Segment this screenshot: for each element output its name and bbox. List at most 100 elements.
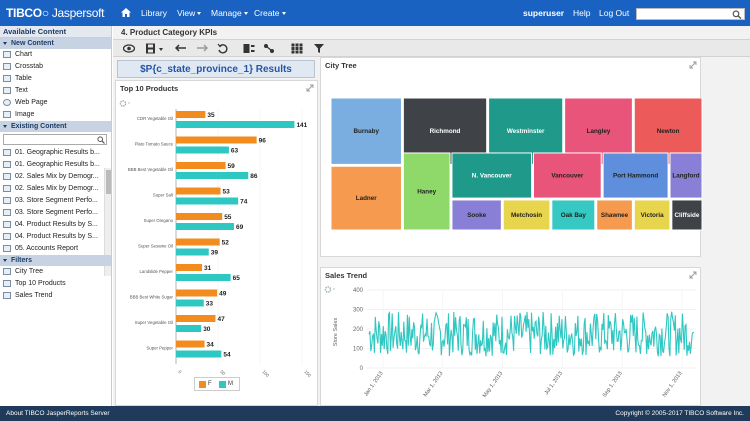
filter-icon[interactable] bbox=[313, 43, 325, 54]
expand-icon[interactable] bbox=[306, 84, 314, 92]
globe-icon bbox=[3, 98, 11, 106]
y-axis-label: Store Sales bbox=[333, 318, 339, 347]
existing-content-section-header[interactable]: Existing Content bbox=[0, 121, 111, 132]
data-label: 31 bbox=[204, 265, 212, 272]
data-label: 52 bbox=[222, 240, 230, 247]
logout-link[interactable]: Log Out bbox=[599, 8, 630, 18]
treemap-label: Westminster bbox=[507, 128, 545, 135]
nav-view[interactable]: View bbox=[177, 8, 202, 18]
nav-manage[interactable]: Manage bbox=[211, 8, 248, 18]
bar bbox=[176, 223, 234, 230]
save-icon[interactable] bbox=[145, 43, 157, 54]
bar bbox=[176, 264, 203, 271]
item-label: Sales Trend bbox=[15, 292, 53, 299]
report-icon bbox=[3, 220, 11, 228]
data-label: 65 bbox=[233, 275, 241, 282]
filter-sales-trend[interactable]: Sales Trend bbox=[0, 290, 111, 302]
undo-icon[interactable] bbox=[175, 43, 187, 54]
panel-title: City Tree bbox=[325, 61, 357, 70]
data-label: 33 bbox=[206, 301, 214, 308]
new-content-web-page[interactable]: Web Page bbox=[0, 97, 111, 109]
category-label: Super Vegetable Oil bbox=[135, 320, 173, 325]
list-item[interactable]: 05. Accounts Report bbox=[0, 243, 104, 255]
item-label: 01. Geographic Results b... bbox=[15, 149, 100, 156]
preview-eye-icon[interactable] bbox=[123, 43, 135, 54]
grid-icon[interactable] bbox=[291, 43, 303, 54]
city-tree-panel[interactable]: City Tree Burnaby Richmond Westminster Lang… bbox=[320, 57, 703, 257]
user-name[interactable]: superuser bbox=[523, 8, 565, 18]
parameters-icon[interactable] bbox=[263, 43, 275, 54]
category-label: Super Sesame Oil bbox=[138, 244, 173, 249]
gear-icon[interactable] bbox=[324, 285, 336, 294]
bar bbox=[176, 187, 221, 195]
new-content-section-header[interactable]: New Content bbox=[0, 38, 111, 49]
undo-all-icon[interactable] bbox=[217, 43, 229, 54]
treemap-cell bbox=[451, 152, 533, 199]
chevron-down-icon[interactable] bbox=[159, 48, 163, 51]
chart-icon bbox=[3, 50, 11, 58]
new-content-image[interactable]: Image bbox=[0, 109, 111, 121]
treemap-cell bbox=[402, 152, 451, 231]
list-item[interactable]: 02. Sales Mix by Demogr... bbox=[0, 183, 104, 195]
section-label: New Content bbox=[11, 40, 54, 47]
item-label: 02. Sales Mix by Demogr... bbox=[15, 185, 99, 192]
top-10-products-panel[interactable]: Top 10 Products 0 50 100 150 CDR Vegetable O… bbox=[115, 80, 318, 406]
list-item[interactable]: 01. Geographic Results b... bbox=[0, 159, 104, 171]
nav-library[interactable]: Library bbox=[141, 8, 167, 18]
report-icon bbox=[3, 160, 11, 168]
treemap-cell bbox=[451, 199, 502, 231]
nav-create[interactable]: Create bbox=[254, 8, 286, 18]
new-content-crosstab[interactable]: Crosstab bbox=[0, 61, 111, 73]
treemap-cell bbox=[331, 98, 402, 165]
search-icon[interactable] bbox=[97, 136, 105, 144]
list-item[interactable]: 03. Store Segment Perfo... bbox=[0, 195, 104, 207]
collapse-icon bbox=[3, 124, 7, 128]
properties-icon[interactable] bbox=[243, 43, 255, 54]
existing-content-scrollbar[interactable] bbox=[104, 168, 111, 276]
panel-title: Top 10 Products bbox=[120, 84, 179, 93]
expand-icon[interactable] bbox=[689, 271, 697, 279]
bar bbox=[176, 172, 249, 179]
item-label: 05. Accounts Report bbox=[15, 245, 79, 252]
top-10-bar-chart: 0 50 100 150 CDR Vegetable Oil 35 141 Plato Tom… bbox=[128, 109, 312, 378]
filters-section-header[interactable]: Filters bbox=[0, 255, 111, 266]
new-content-chart[interactable]: Chart bbox=[0, 49, 111, 61]
redo-icon[interactable] bbox=[196, 43, 208, 54]
sales-trend-panel[interactable]: Sales Trend 0 100 200 300 400 Store Sales Jan … bbox=[320, 267, 701, 406]
list-item[interactable]: 03. Store Segment Perfo... bbox=[0, 207, 104, 219]
logo-product: Jaspersoft bbox=[51, 6, 105, 20]
list-item[interactable]: 01. Geographic Results b... bbox=[0, 147, 104, 159]
treemap-label: Victoria bbox=[641, 212, 664, 219]
scrollbar-thumb[interactable] bbox=[106, 170, 111, 194]
section-label: Filters bbox=[11, 257, 33, 264]
list-item[interactable]: 04. Product Results by S... bbox=[0, 219, 104, 231]
x-tick-label: Sep 1, 2013 bbox=[602, 371, 624, 399]
new-content-table[interactable]: Table bbox=[0, 73, 111, 85]
bar bbox=[176, 315, 216, 322]
gear-icon[interactable] bbox=[119, 99, 131, 108]
global-search-input[interactable] bbox=[636, 8, 745, 20]
data-label: 30 bbox=[203, 326, 211, 333]
section-label: Existing Content bbox=[11, 123, 67, 130]
filter-city-tree[interactable]: City Tree bbox=[0, 266, 111, 278]
bar bbox=[176, 197, 239, 205]
x-tick-label: Mar 1, 2013 bbox=[423, 371, 445, 398]
list-item[interactable]: 04. Product Results by S... bbox=[0, 231, 104, 243]
search-icon[interactable] bbox=[732, 10, 742, 19]
data-label: 59 bbox=[228, 163, 236, 170]
filter-top-10-products[interactable]: Top 10 Products bbox=[0, 278, 111, 290]
bar bbox=[176, 121, 295, 128]
logo[interactable]: TIBCO○ Jaspersoft bbox=[6, 6, 105, 20]
parameter-title-text[interactable]: $P{c_state_province_1} Results bbox=[117, 60, 315, 78]
about-link[interactable]: About TIBCO JasperReports Server bbox=[6, 410, 110, 417]
help-link[interactable]: Help bbox=[573, 8, 591, 18]
y-tick-label: 200 bbox=[353, 327, 364, 333]
item-label: 01. Geographic Results b... bbox=[15, 161, 100, 168]
home-icon[interactable] bbox=[121, 8, 131, 17]
list-item[interactable]: 02. Sales Mix by Demogr... bbox=[0, 171, 104, 183]
expand-icon[interactable] bbox=[689, 61, 697, 69]
treemap-label: Port Hammond bbox=[613, 173, 658, 180]
content-search-input[interactable] bbox=[3, 134, 107, 145]
crosstab-icon bbox=[3, 62, 11, 70]
new-content-text[interactable]: Text bbox=[0, 85, 111, 97]
